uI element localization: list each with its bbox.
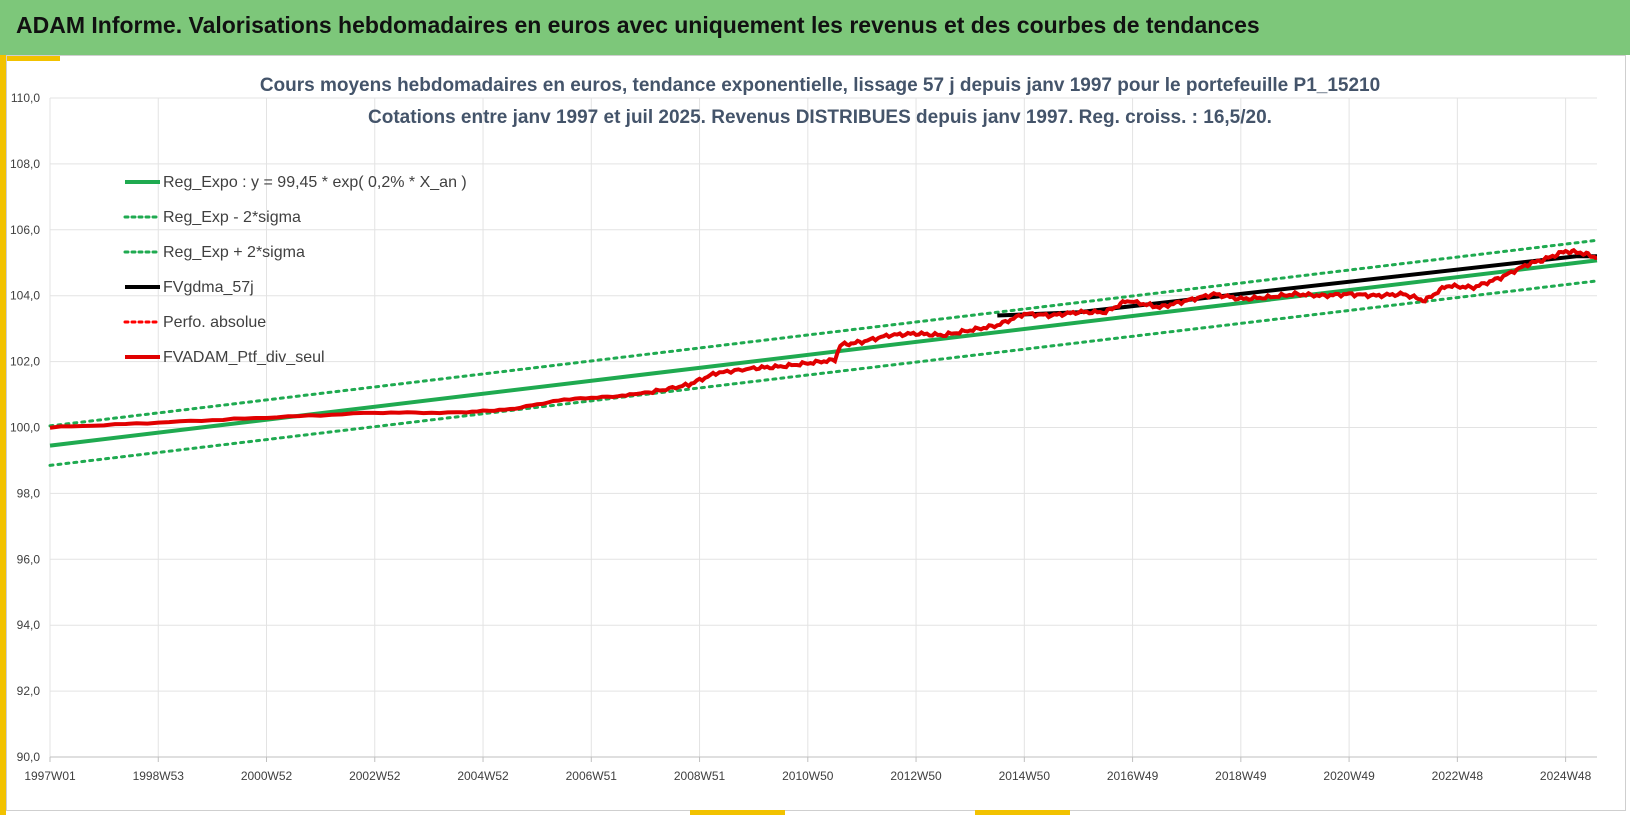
y-tick-label: 100,0 [10, 421, 40, 435]
bottom-accent-1 [690, 810, 785, 815]
grid-lines [49, 97, 1597, 758]
y-tick-label: 94,0 [17, 618, 41, 632]
bottom-accent-2 [975, 810, 1070, 815]
legend-label: Reg_Expo : y = 99,45 * exp( 0,2% * X_an … [163, 174, 467, 191]
x-tick-label: 2014W50 [999, 769, 1051, 783]
y-tick-label: 98,0 [17, 486, 41, 500]
series-line-2 [48, 238, 1599, 428]
y-tick-label: 92,0 [17, 684, 41, 698]
y-tick-label: 90,0 [17, 750, 41, 764]
legend-label: Reg_Exp - 2*sigma [163, 209, 301, 226]
y-tick-label: 106,0 [10, 223, 40, 237]
y-tick-label: 102,0 [10, 355, 40, 369]
y-tick-label: 108,0 [10, 157, 40, 171]
chart-title-line-2: Cotations entre janv 1997 et juil 2025. … [368, 107, 1272, 128]
x-tick-label: 2006W51 [566, 769, 618, 783]
chart-title-line-1: Cours moyens hebdomadaires en euros, ten… [260, 75, 1380, 96]
series-line-3 [997, 254, 1597, 318]
x-tick-label: 2004W52 [457, 769, 509, 783]
header-bar: ADAM Informe. Valorisations hebdomadaire… [0, 0, 1630, 55]
series-line-1 [48, 279, 1599, 467]
page-title: ADAM Informe. Valorisations hebdomadaire… [16, 12, 1260, 38]
x-tick-label: 1998W53 [133, 769, 185, 783]
series-line-5 [49, 247, 1598, 430]
x-tick-label: 2020W49 [1323, 769, 1375, 783]
series-layer [48, 238, 1599, 467]
legend-label: Perfo. absolue [163, 314, 266, 331]
x-tick-label: 2018W49 [1215, 769, 1267, 783]
chart-frame [6, 55, 1626, 811]
legend-label: FVADAM_Ptf_div_seul [163, 349, 325, 366]
x-tick-label: 2000W52 [241, 769, 293, 783]
x-tick-label: 2022W48 [1432, 769, 1484, 783]
legend-label: Reg_Exp + 2*sigma [163, 244, 305, 261]
x-tick-label: 2016W49 [1107, 769, 1159, 783]
legend-label: FVgdma_57j [163, 279, 254, 296]
chart-legend: Reg_Expo : y = 99,45 * exp( 0,2% * X_an … [123, 174, 467, 366]
x-tick-label: 1997W01 [24, 769, 76, 783]
x-tick-label: 2010W50 [782, 769, 834, 783]
x-tick-label: 2002W52 [349, 769, 401, 783]
y-tick-label: 110,0 [11, 91, 40, 105]
axes: 90,0 92,0 94,0 96,0 98,0 100,0 102,0 104,0 106,0… [10, 91, 1597, 783]
frame-accent-top [0, 55, 60, 61]
frame-accent-left [0, 55, 6, 815]
x-tick-label: 2008W51 [674, 769, 726, 783]
y-tick-label: 104,0 [10, 289, 40, 303]
x-tick-label: 2012W50 [890, 769, 942, 783]
y-tick-label: 96,0 [17, 552, 41, 566]
x-tick-label: 2024W48 [1540, 769, 1592, 783]
